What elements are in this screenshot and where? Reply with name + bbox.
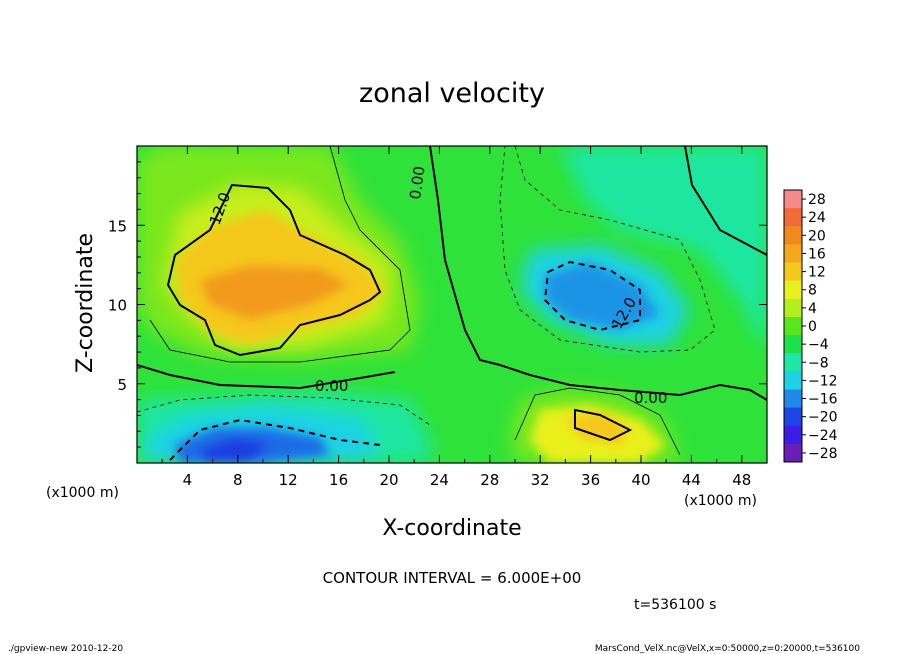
contour-interval-text: CONTOUR INTERVAL = 6.000E+00 [323, 569, 582, 587]
footer-left: ./gpview-new 2010-12-20 [8, 644, 123, 654]
colorbar-swatch [784, 226, 802, 245]
colorbar-swatch [784, 190, 802, 209]
contour-label: 0.00 [634, 389, 667, 407]
x-tick-label: 20 [379, 471, 398, 489]
colorbar-swatch [784, 443, 802, 463]
time-label: t=536100 s [634, 597, 716, 613]
x-tick-label: 8 [233, 471, 243, 489]
colorbar-label: −12 [808, 373, 838, 389]
colorbar-label: −16 [808, 392, 838, 408]
colorbar-swatch [784, 407, 802, 427]
colorbar-label: 16 [808, 246, 826, 262]
x-tick-label: 48 [732, 471, 751, 489]
colorbar-swatch [784, 280, 802, 300]
x-tick-label: 12 [279, 471, 298, 489]
y-axis-label: Z-coordinate [73, 233, 98, 373]
y-unit-label: (x1000 m) [46, 485, 119, 501]
colorbar-swatch [784, 208, 802, 227]
x-axis-label: X-coordinate [382, 516, 521, 541]
y-axis: 5 10 15 [108, 161, 767, 448]
contour-label: 0.00 [406, 165, 428, 201]
colorbar-swatch [784, 389, 802, 409]
x-tick-label: 28 [480, 471, 499, 489]
colorbar-label: −28 [808, 446, 838, 462]
colorbar-label: −20 [808, 410, 838, 426]
colorbar-label: 8 [808, 283, 817, 299]
x-unit-label: (x1000 m) [684, 493, 757, 509]
x-tick-label: 24 [430, 471, 449, 489]
heatmap-field: 12.0 0.00 0.00 0.00 12.0 [137, 146, 767, 463]
colorbar-swatch [784, 371, 802, 390]
colorbar: 28 24 20 16 12 8 4 0 −4 −8 −12 −16 −20 −24 −28 [783, 189, 838, 463]
colorbar-swatch [784, 425, 802, 445]
colorbar-swatch [784, 353, 802, 372]
colorbar-swatch [784, 316, 802, 336]
y-tick-label: 10 [108, 297, 127, 315]
colorbar-label: 0 [808, 319, 817, 335]
colorbar-label: −4 [808, 337, 829, 353]
colorbar-label: 12 [808, 265, 826, 281]
colorbar-label: 28 [808, 192, 826, 208]
x-tick-label: 40 [631, 471, 650, 489]
colorbar-label: 24 [808, 210, 826, 226]
contour-label: 0.00 [315, 377, 348, 395]
y-tick-label: 15 [108, 217, 127, 235]
colorbar-label: −24 [808, 428, 838, 444]
colorbar-swatch [784, 335, 802, 354]
colorbar-label: 20 [808, 228, 826, 244]
chart-title: zonal velocity [359, 78, 545, 109]
colorbar-swatch [784, 244, 802, 264]
x-tick-label: 4 [183, 471, 193, 489]
colorbar-swatch [784, 262, 802, 282]
x-tick-label: 16 [329, 471, 348, 489]
y-tick-label: 5 [117, 376, 127, 394]
colorbar-label: 4 [808, 301, 817, 317]
colorbar-swatch [784, 298, 802, 318]
footer-right: MarsCond_VelX.nc@VelX,x=0:50000,z=0:2000… [595, 644, 860, 654]
x-tick-label: 44 [682, 471, 701, 489]
x-tick-label: 36 [581, 471, 600, 489]
x-axis: 4 8 12 16 20 24 28 32 36 40 44 48 [161, 146, 751, 489]
x-tick-label: 32 [531, 471, 550, 489]
colorbar-label: −8 [808, 355, 829, 371]
